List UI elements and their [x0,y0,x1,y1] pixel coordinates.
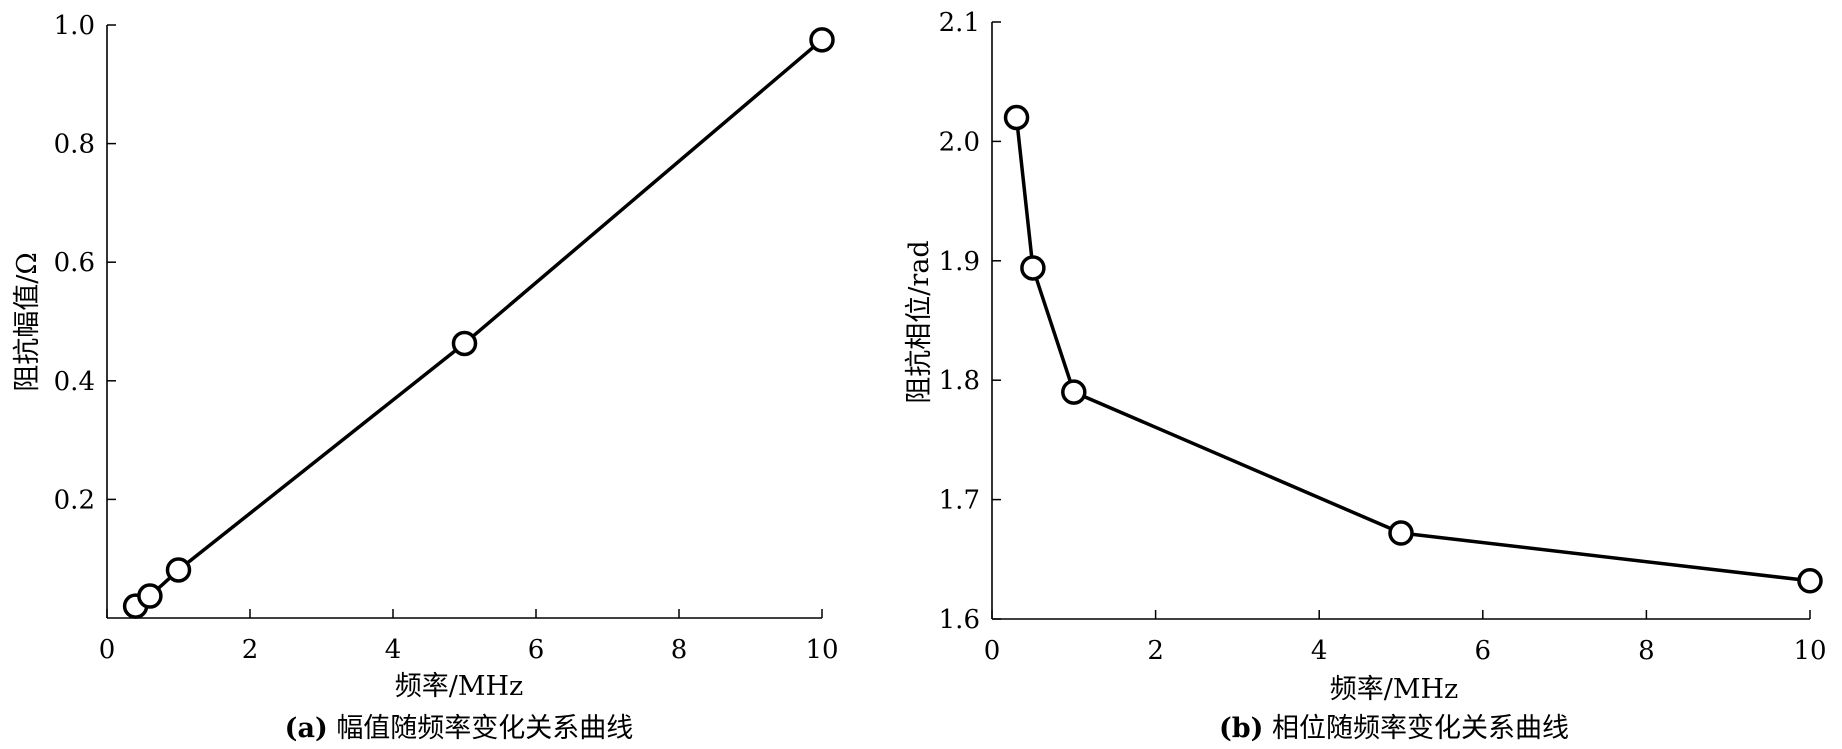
data-point-a [451,330,478,357]
series-line-b [1014,117,1811,583]
x-tick-label-b: 4 [1311,636,1328,666]
data-point-a [809,27,835,53]
x-tick-label-a: 4 [385,635,402,665]
axes-b: 0 2 4 6 8 10 1.6 1.7 1.8 1.9 2.0 2.1 [939,8,1827,666]
y-tick-label-b: 1.7 [939,486,980,516]
y-tick-label-a: 0.8 [54,130,95,160]
axes-a: 0 2 4 6 8 10 0.2 0.4 0.6 0.8 1.0 [54,11,839,665]
y-axis-label-a: 阻抗幅值/Ω [12,252,43,391]
x-axis-label-a: 频率/MHz [395,671,524,702]
x-tick-label-b: 6 [1475,636,1492,666]
y-tick-label-b: 1.6 [939,605,980,635]
caption-b: (b) 相位随频率变化关系曲线 [1219,713,1569,744]
data-point-a [137,583,163,609]
caption-key-a: (a) [285,713,328,744]
x-tick-label-b: 10 [1793,636,1826,666]
data-point-b [1388,520,1414,546]
y-tick-label-b: 2.1 [939,8,980,38]
y-tick-label-b: 1.8 [939,366,980,396]
caption-a: (a) 幅值随频率变化关系曲线 [285,713,634,744]
marks-b [1003,104,1823,594]
series-line-a [134,38,824,608]
x-axis-label-b: 频率/MHz [1330,674,1459,705]
y-tick-label-b: 1.9 [939,247,980,277]
x-tick-label-a: 6 [528,635,545,665]
chart-panel-a: 0 2 4 6 8 10 0.2 0.4 0.6 0.8 1.0 频率/MHz 阻抗幅值/Ω (a)… [12,11,839,744]
data-point-b [1020,255,1046,281]
y-tick-label-a: 0.4 [54,367,95,397]
x-tick-label-b: 8 [1638,636,1655,666]
caption-text-b: 相位随频率变化关系曲线 [1272,713,1569,744]
y-tick-label-a: 0.2 [54,485,95,515]
caption-text-a: 幅值随频率变化关系曲线 [336,713,633,744]
y-axis-label-b: 阻抗相位/rad [904,240,935,403]
x-tick-label-a: 10 [805,635,838,665]
x-tick-label-a: 0 [99,635,116,665]
chart-panel-b: 0 2 4 6 8 10 1.6 1.7 1.8 1.9 2.0 2.1 频率/MHz 阻抗相位/ra… [904,8,1827,744]
data-point-b [1061,379,1087,405]
marks-a [122,27,835,619]
y-tick-label-a: 0.6 [54,248,95,278]
x-tick-label-a: 2 [242,635,259,665]
y-tick-label-b: 2.0 [939,127,980,157]
x-tick-label-b: 2 [1147,636,1164,666]
data-point-b [1797,568,1823,594]
data-point-a [165,557,192,583]
caption-key-b: (b) [1219,713,1263,744]
x-tick-label-a: 8 [671,635,688,665]
data-point-b [1003,104,1030,131]
y-tick-label-a: 1.0 [54,11,95,41]
x-tick-label-b: 0 [984,636,1001,666]
